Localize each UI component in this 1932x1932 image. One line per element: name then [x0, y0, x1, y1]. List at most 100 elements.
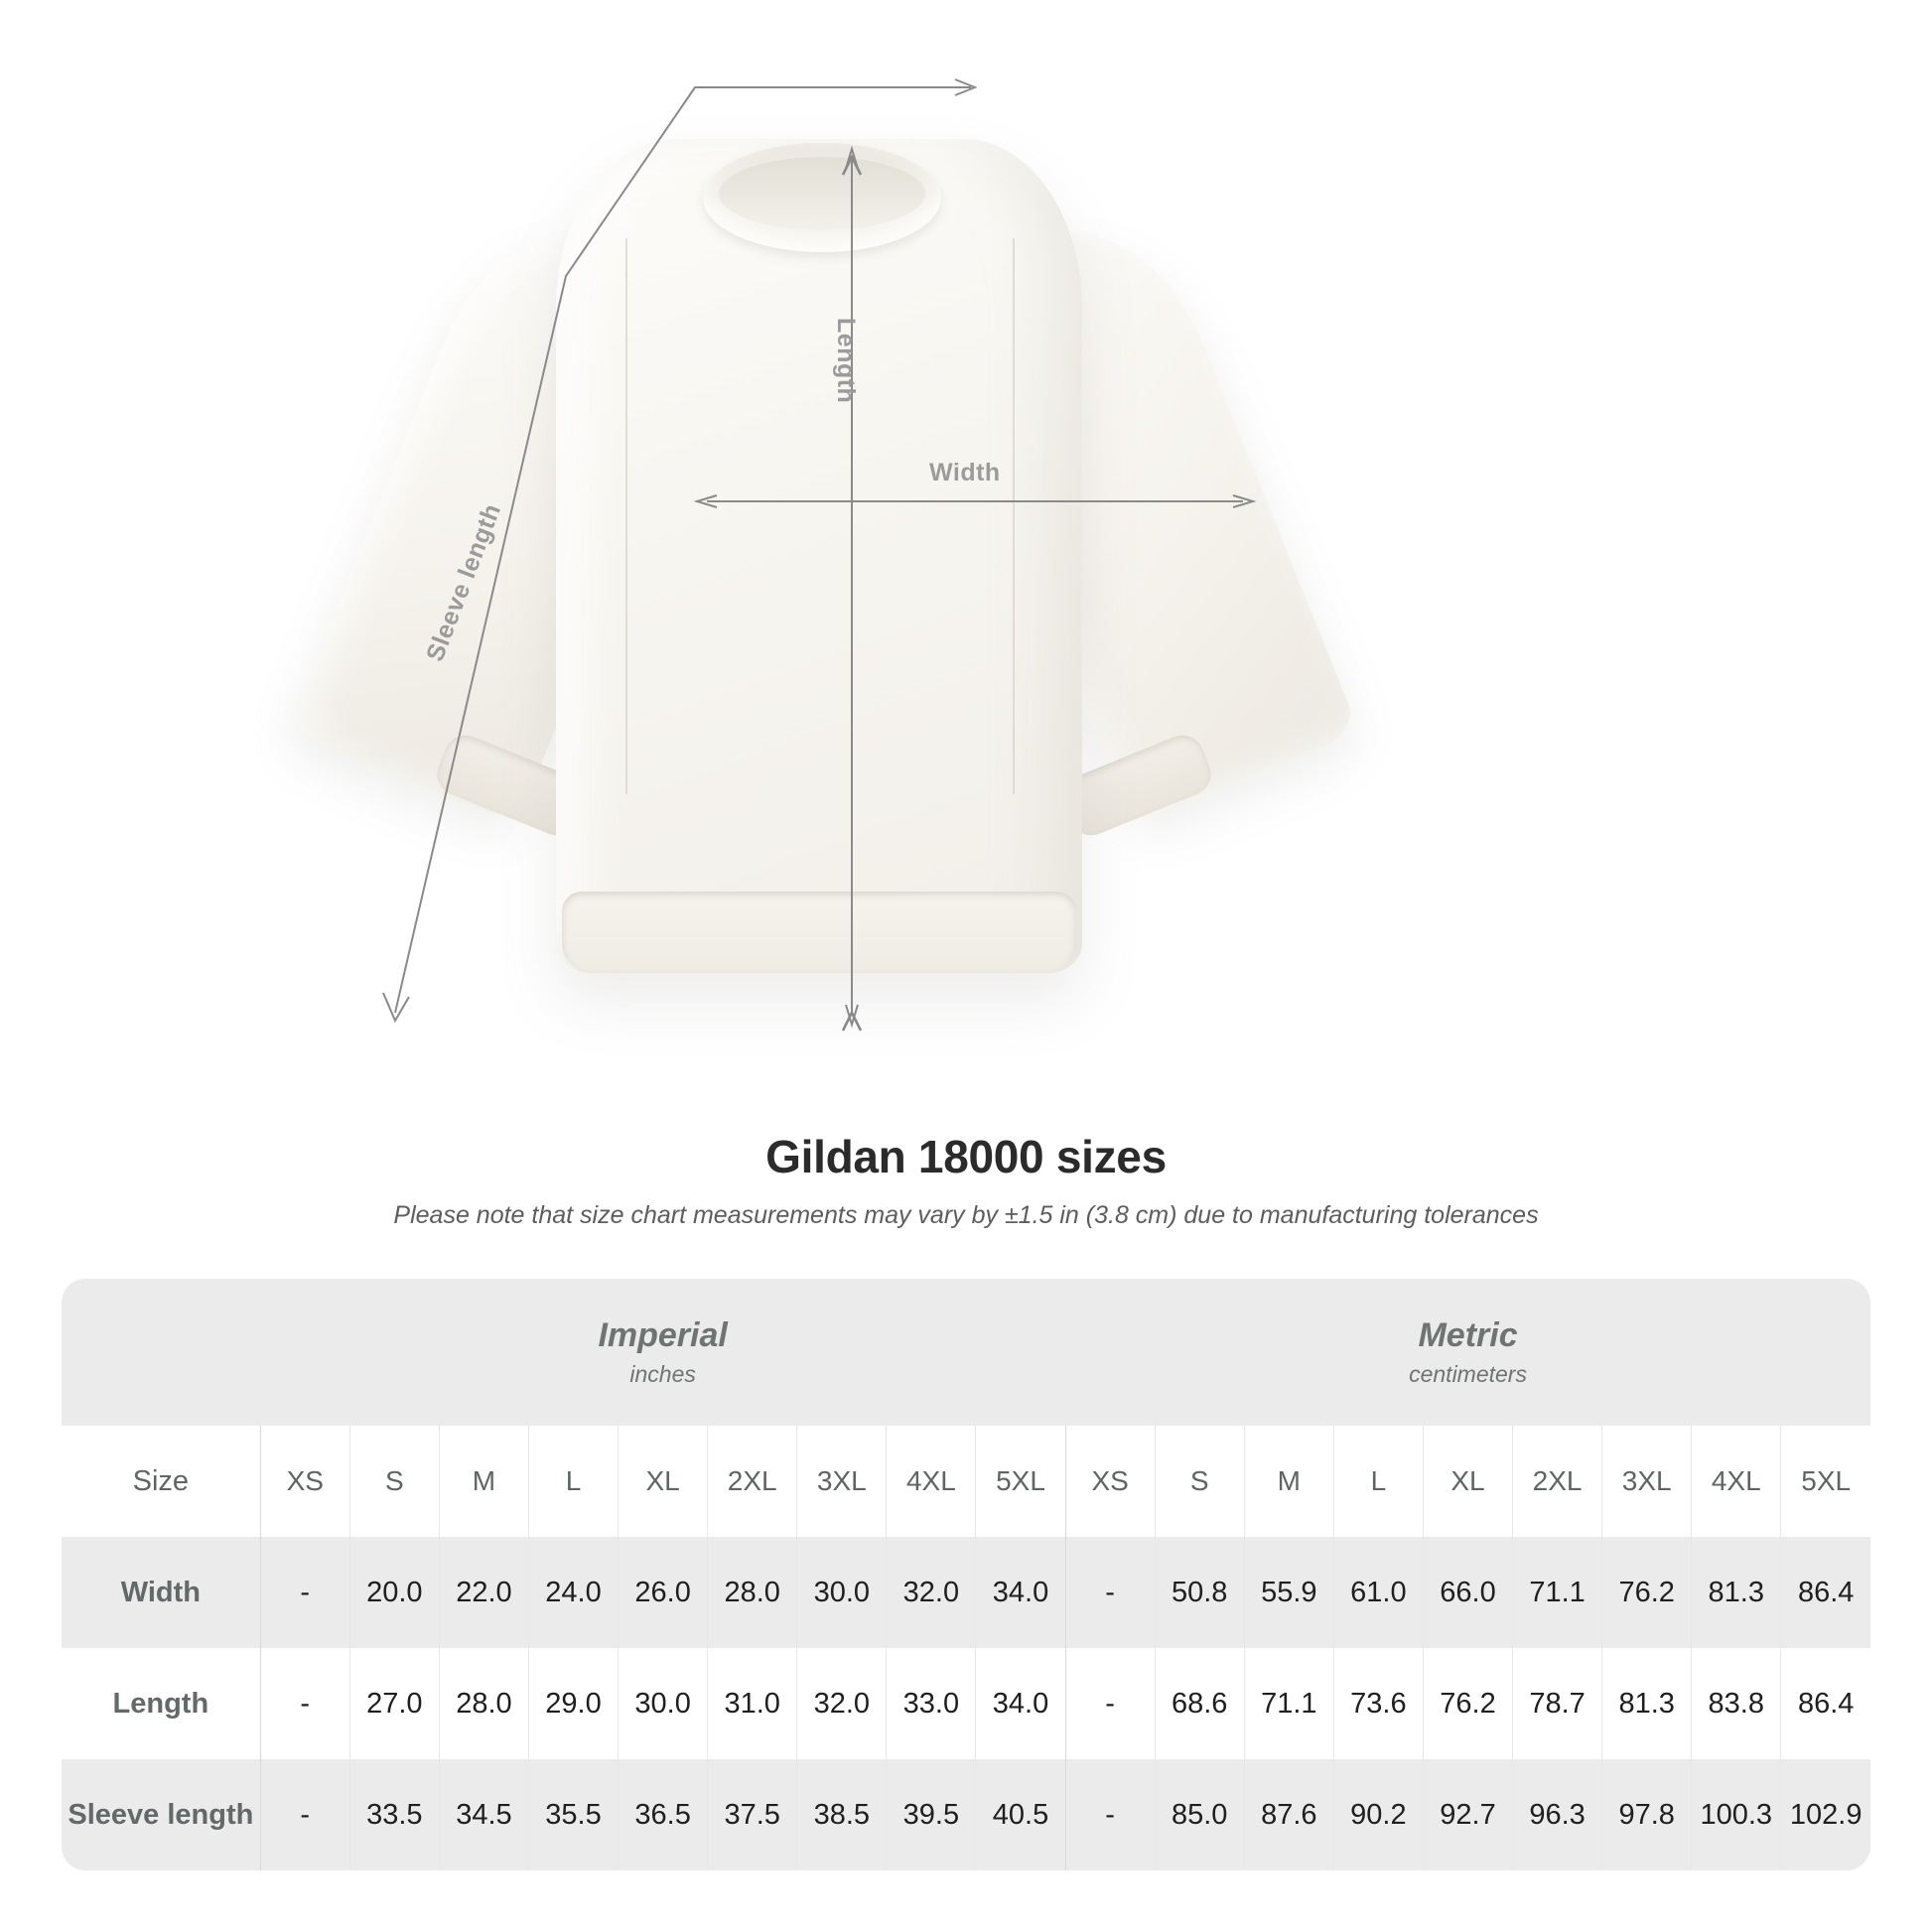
product-illustration: Length Width Sleeve length	[286, 78, 1360, 1032]
cell-length-imperial-m: 28.0	[438, 1648, 529, 1759]
cell-sleeve-metric-5xl: 102.9	[1780, 1759, 1870, 1870]
table-row: Width - 20.0 22.0 24.0 26.0 28.0 30.0 32…	[62, 1537, 1870, 1648]
cell-length-imperial-3xl: 32.0	[796, 1648, 887, 1759]
cell-sleeve-imperial-4xl: 39.5	[886, 1759, 976, 1870]
sweatshirt-collar	[703, 143, 941, 252]
size-header-imperial-l: L	[527, 1426, 619, 1537]
cell-length-metric-s: 68.6	[1154, 1648, 1245, 1759]
cell-length-imperial-2xl: 31.0	[707, 1648, 797, 1759]
cell-width-imperial-s: 20.0	[348, 1537, 440, 1648]
cell-length-metric-xl: 76.2	[1422, 1648, 1513, 1759]
cell-length-metric-l: 73.6	[1332, 1648, 1424, 1759]
row-label-length: Length	[62, 1648, 261, 1759]
cell-width-metric-xl: 66.0	[1422, 1537, 1513, 1648]
row-label-width: Width	[62, 1537, 261, 1648]
cell-width-imperial-m: 22.0	[438, 1537, 529, 1648]
size-header-imperial-4xl: 4XL	[886, 1426, 976, 1537]
unit-header-metric: Metric centimeters	[1065, 1279, 1870, 1426]
table-row: Length - 27.0 28.0 29.0 30.0 31.0 32.0 3…	[62, 1648, 1870, 1759]
cell-length-imperial-xl: 30.0	[618, 1648, 708, 1759]
size-header-metric-m: M	[1243, 1426, 1334, 1537]
unit-corner-cell	[62, 1279, 261, 1426]
table-row: Sleeve length - 33.5 34.5 35.5 36.5 37.5…	[62, 1759, 1870, 1870]
cell-sleeve-metric-m: 87.6	[1243, 1759, 1334, 1870]
unit-header-row: Imperial inches Metric centimeters	[62, 1279, 1870, 1426]
size-header-metric-xl: XL	[1422, 1426, 1513, 1537]
size-header-metric-2xl: 2XL	[1512, 1426, 1602, 1537]
cell-sleeve-metric-l: 90.2	[1332, 1759, 1424, 1870]
cell-width-imperial-l: 24.0	[527, 1537, 619, 1648]
size-header-imperial-xs: XS	[259, 1426, 350, 1537]
cell-length-imperial-xs: -	[259, 1648, 350, 1759]
cell-sleeve-imperial-s: 33.5	[348, 1759, 440, 1870]
cell-length-imperial-l: 29.0	[527, 1648, 619, 1759]
row-label-sleeve-length: Sleeve length	[62, 1759, 261, 1870]
cell-width-metric-3xl: 76.2	[1601, 1537, 1692, 1648]
cell-width-imperial-3xl: 30.0	[796, 1537, 887, 1648]
seam-right	[1013, 238, 1015, 794]
cell-sleeve-imperial-xs: -	[259, 1759, 350, 1870]
metric-sublabel: centimeters	[1409, 1361, 1527, 1388]
cell-length-metric-m: 71.1	[1243, 1648, 1334, 1759]
cell-width-metric-l: 61.0	[1332, 1537, 1424, 1648]
size-header-metric-5xl: 5XL	[1780, 1426, 1870, 1537]
cell-length-imperial-4xl: 33.0	[886, 1648, 976, 1759]
size-header-label: Size	[62, 1426, 261, 1537]
cell-length-metric-xs: -	[1064, 1648, 1156, 1759]
size-header-metric-xs: XS	[1064, 1426, 1156, 1537]
cell-width-imperial-2xl: 28.0	[707, 1537, 797, 1648]
cell-sleeve-metric-2xl: 96.3	[1512, 1759, 1602, 1870]
size-header-imperial-xl: XL	[618, 1426, 708, 1537]
cell-width-imperial-xs: -	[259, 1537, 350, 1648]
page-title: Gildan 18000 sizes	[765, 1131, 1167, 1182]
cell-width-metric-m: 55.9	[1243, 1537, 1334, 1648]
size-table-container: Imperial inches Metric centimeters Size …	[62, 1279, 1870, 1870]
size-header-imperial-5xl: 5XL	[975, 1426, 1066, 1537]
cell-sleeve-imperial-m: 34.5	[438, 1759, 529, 1870]
cell-width-metric-2xl: 71.1	[1512, 1537, 1602, 1648]
size-table: Imperial inches Metric centimeters Size …	[62, 1279, 1870, 1870]
cell-length-metric-3xl: 81.3	[1601, 1648, 1692, 1759]
size-header-metric-l: L	[1332, 1426, 1424, 1537]
cell-sleeve-metric-4xl: 100.3	[1691, 1759, 1781, 1870]
cell-width-imperial-xl: 26.0	[618, 1537, 708, 1648]
cell-sleeve-imperial-3xl: 38.5	[796, 1759, 887, 1870]
cell-length-metric-4xl: 83.8	[1691, 1648, 1781, 1759]
cell-length-metric-5xl: 86.4	[1780, 1648, 1870, 1759]
length-label: Length	[832, 318, 860, 404]
sweatshirt-body	[556, 139, 1082, 973]
size-header-metric-3xl: 3XL	[1601, 1426, 1692, 1537]
metric-label: Metric	[1418, 1315, 1518, 1354]
cell-width-metric-4xl: 81.3	[1691, 1537, 1781, 1648]
cell-width-imperial-5xl: 34.0	[975, 1537, 1066, 1648]
size-header-metric-4xl: 4XL	[1691, 1426, 1781, 1537]
cell-sleeve-imperial-2xl: 37.5	[707, 1759, 797, 1870]
cell-sleeve-imperial-l: 35.5	[527, 1759, 619, 1870]
cell-width-metric-5xl: 86.4	[1780, 1537, 1870, 1648]
imperial-label: Imperial	[598, 1315, 728, 1354]
cell-length-imperial-s: 27.0	[348, 1648, 440, 1759]
cell-sleeve-metric-xl: 92.7	[1422, 1759, 1513, 1870]
size-header-imperial-m: M	[438, 1426, 529, 1537]
cell-width-metric-s: 50.8	[1154, 1537, 1245, 1648]
size-header-row: Size XS S M L XL 2XL 3XL 4XL 5XL XS S M …	[62, 1426, 1870, 1537]
size-header-imperial-3xl: 3XL	[796, 1426, 887, 1537]
cell-sleeve-imperial-xl: 36.5	[618, 1759, 708, 1870]
cell-sleeve-imperial-5xl: 40.5	[975, 1759, 1066, 1870]
cell-width-metric-xs: -	[1064, 1537, 1156, 1648]
size-header-imperial-2xl: 2XL	[707, 1426, 797, 1537]
tolerance-note: Please note that size chart measurements…	[393, 1201, 1539, 1229]
cell-width-imperial-4xl: 32.0	[886, 1537, 976, 1648]
seam-left	[625, 238, 627, 794]
cell-sleeve-metric-s: 85.0	[1154, 1759, 1245, 1870]
size-header-imperial-s: S	[348, 1426, 440, 1537]
cell-sleeve-metric-xs: -	[1064, 1759, 1156, 1870]
imperial-sublabel: inches	[629, 1361, 696, 1388]
unit-header-imperial: Imperial inches	[260, 1279, 1066, 1426]
cell-sleeve-metric-3xl: 97.8	[1601, 1759, 1692, 1870]
size-header-metric-s: S	[1154, 1426, 1245, 1537]
cell-length-metric-2xl: 78.7	[1512, 1648, 1602, 1759]
width-label: Width	[929, 459, 1001, 486]
cell-length-imperial-5xl: 34.0	[975, 1648, 1066, 1759]
